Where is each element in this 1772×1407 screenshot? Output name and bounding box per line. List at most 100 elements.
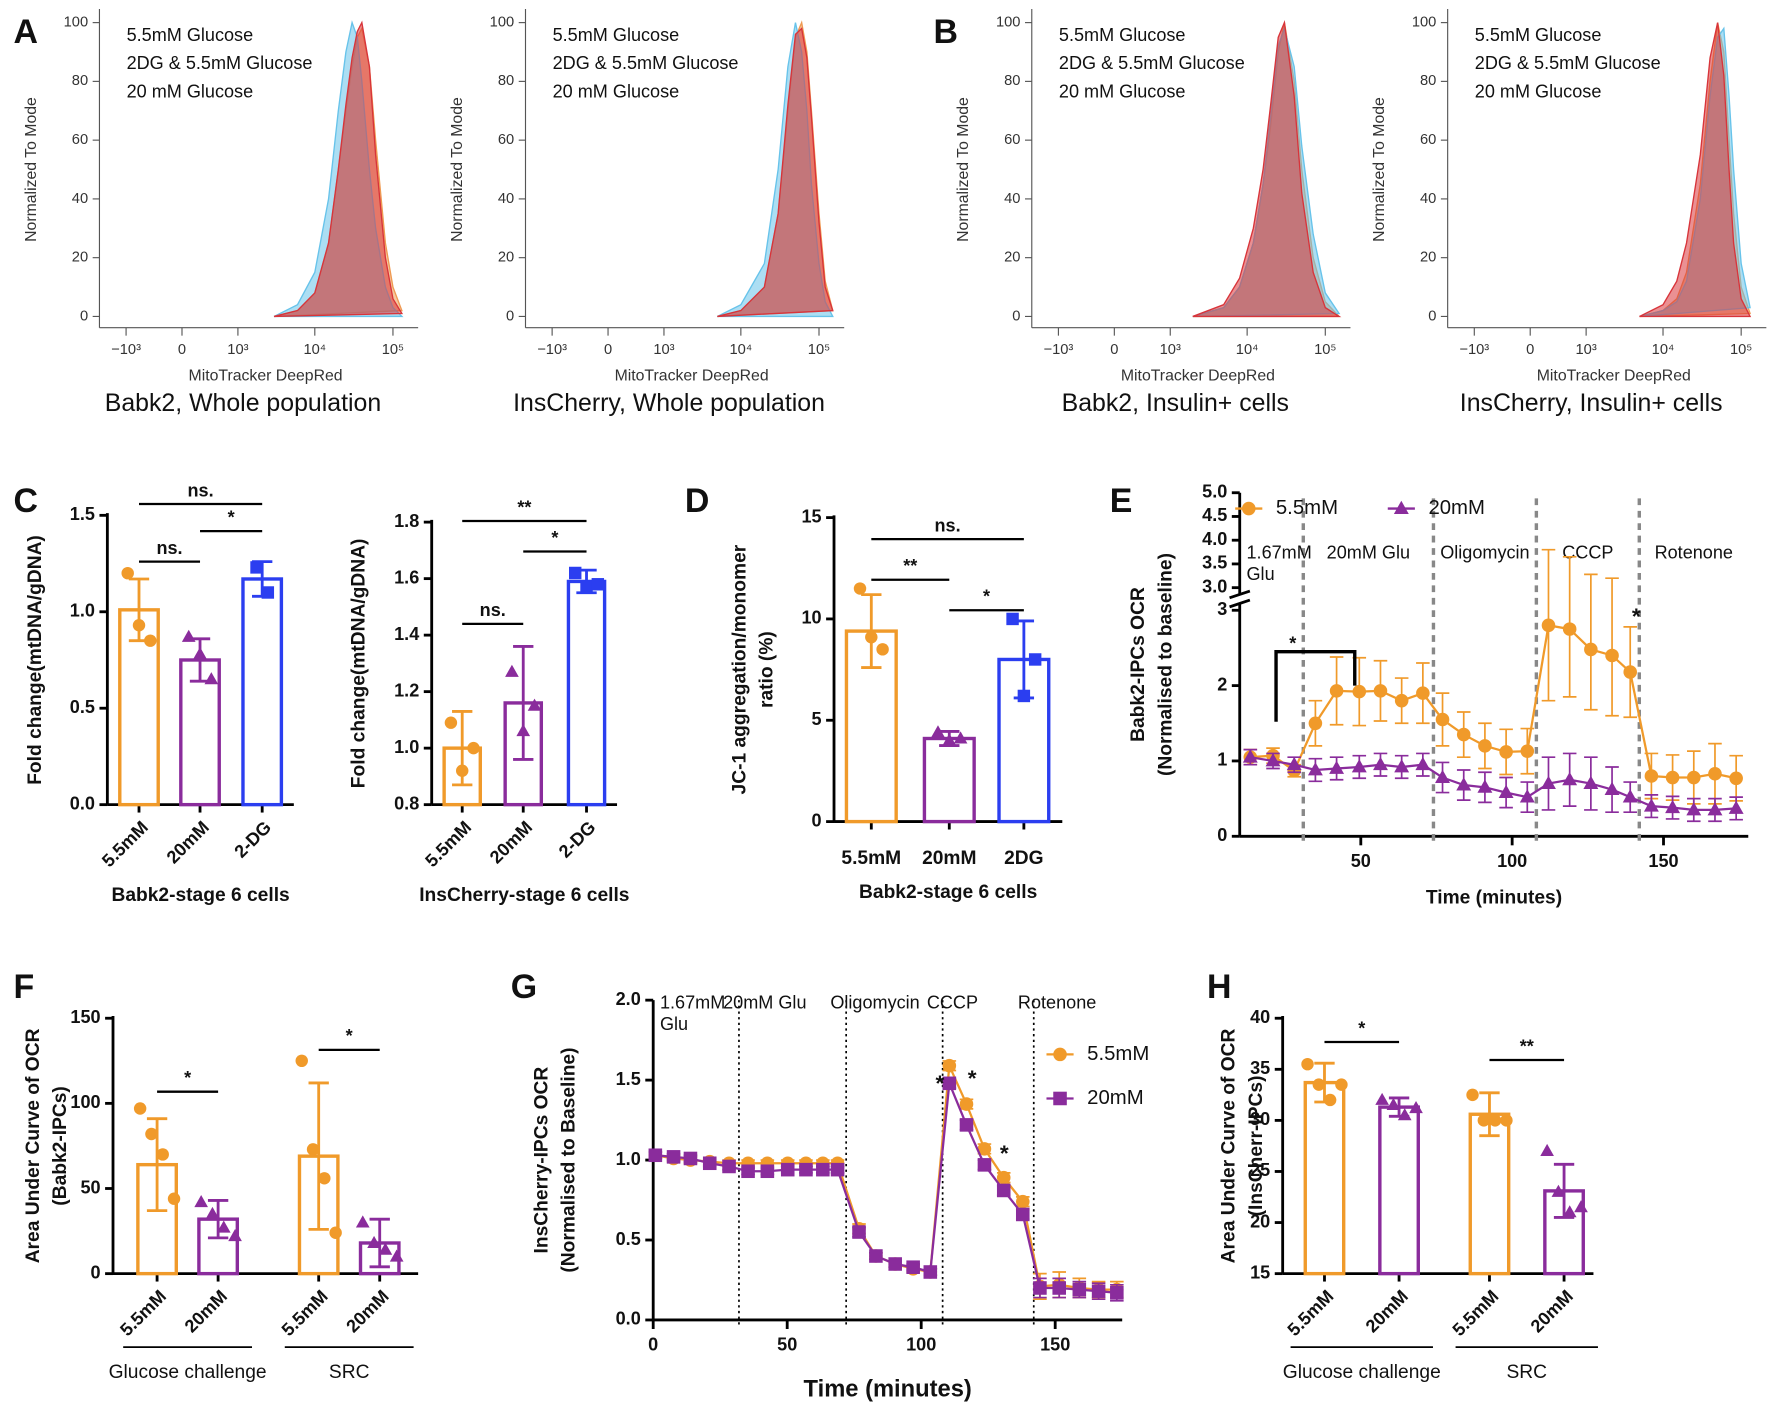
y-tick-label: 0: [1012, 308, 1020, 324]
x-tick-label: 2DG: [1004, 848, 1044, 869]
data-point: [1604, 781, 1620, 796]
data-point: [1584, 642, 1598, 657]
data-point: [853, 582, 867, 595]
legend-label: 5.5mM Glucose: [1475, 25, 1602, 45]
y-tick-label: 20: [1250, 1211, 1270, 1231]
x-tick-label: 50: [1351, 851, 1371, 871]
y-tick-label: 60: [72, 132, 88, 148]
y-axis-label: Normalized To Mode: [23, 97, 40, 242]
x-tick-label: 20mM: [1527, 1286, 1577, 1336]
data-point: [942, 1076, 957, 1091]
data-point: [1687, 770, 1701, 785]
y-tick-label: 100: [490, 14, 515, 30]
data-point: [527, 698, 542, 711]
annotation: *: [936, 1071, 945, 1096]
y-tick-label: 2: [1217, 674, 1227, 694]
x-tick-label: 5.5mM: [1284, 1286, 1338, 1340]
data-point: [389, 1249, 404, 1262]
x-tick-label: 10⁴: [1652, 342, 1675, 358]
y-tick-label: 40: [1250, 1007, 1270, 1027]
chart-title: Babk2, Whole population: [105, 389, 381, 417]
bar: [1378, 1105, 1420, 1276]
chart-title: Babk2, Insulin+ cells: [1062, 389, 1289, 417]
data-point: [516, 724, 531, 737]
bar: [241, 577, 284, 807]
significance-label: *: [228, 508, 236, 528]
y-tick-label: 100: [1412, 14, 1437, 30]
error-bar: [513, 645, 534, 761]
data-point: [977, 1142, 992, 1156]
panel-label: A: [14, 13, 38, 51]
legend-marker: [1053, 1091, 1067, 1106]
x-tick-label: 150: [1648, 851, 1678, 871]
group-label: SRC: [329, 1362, 370, 1383]
y-tick-label: 0: [506, 308, 514, 324]
data-point: [1416, 686, 1430, 700]
y-axis-label: (Babk2-IPCs): [50, 1086, 71, 1206]
x-tick-label: 0: [604, 342, 612, 358]
data-point: [1033, 1281, 1047, 1295]
legend-label: 2DG & 5.5mM Glucose: [127, 53, 313, 73]
y-tick-label: 60: [1004, 132, 1020, 148]
y-tick-label: 0: [91, 1262, 101, 1282]
x-axis-label: MitoTracker DeepRed: [1537, 368, 1691, 385]
data-point: [931, 725, 945, 738]
y-tick-label: 80: [1420, 73, 1436, 89]
significance-label: *: [184, 1068, 192, 1088]
data-point: [741, 1164, 755, 1179]
histogram-area: [273, 20, 404, 318]
y-tick-label: 80: [1004, 73, 1020, 89]
legend-label: 20 mM Glucose: [127, 81, 254, 101]
y-tick-label: 1.4: [394, 624, 419, 644]
y-tick-label: 3: [1217, 599, 1227, 619]
series-line: [1250, 624, 1737, 780]
legend-label: 2DG & 5.5mM Glucose: [1475, 53, 1661, 73]
y-tick-label: 40: [1420, 191, 1436, 207]
y-tick-label: 1.6: [394, 567, 419, 587]
data-point: [942, 733, 957, 746]
y-tick-label: 20: [72, 250, 88, 266]
legend-label: 2DG & 5.5mM Glucose: [553, 53, 739, 73]
phase-label: Glu: [1247, 564, 1275, 584]
y-tick-label: 20: [1004, 250, 1020, 266]
data-point: [591, 578, 605, 591]
error-bar: [1584, 573, 1598, 711]
x-tick-label: 5.5mM: [1449, 1286, 1503, 1340]
data-point: [1622, 789, 1638, 803]
legend-marker: [1241, 501, 1256, 516]
data-point: [1729, 771, 1743, 786]
x-axis-label: Time (minutes): [1426, 888, 1562, 909]
data-point: [156, 1148, 169, 1161]
panel-label: G: [511, 968, 537, 1006]
x-tick-label: 10⁴: [1236, 342, 1259, 358]
data-point: [1015, 1194, 1030, 1209]
significance-label: **: [1520, 1036, 1535, 1056]
phase-label: Oligomycin: [1440, 543, 1529, 563]
data-point: [1375, 1092, 1389, 1105]
x-axis-label: MitoTracker DeepRed: [1121, 368, 1275, 385]
phase-label: Rotenone: [1018, 992, 1096, 1012]
legend-label: 5.5mM: [1276, 497, 1338, 519]
group-label: Glucose challenge: [109, 1362, 267, 1383]
y-tick-label: 35: [1250, 1058, 1270, 1078]
data-point: [355, 1215, 370, 1228]
y-axis-label: (InsCherr-IPCs): [1246, 1076, 1267, 1217]
data-point: [121, 566, 134, 580]
data-point: [1498, 784, 1514, 799]
phase-label: 1.67mM: [660, 992, 725, 1012]
data-point: [1329, 760, 1345, 774]
significance-label: ns.: [935, 515, 961, 535]
x-axis-label: Babk2-stage 6 cells: [859, 882, 1037, 903]
phase-label: Oligomycin: [830, 992, 919, 1012]
y-tick-label: 1.8: [394, 511, 419, 531]
phase-label: 20mM Glu: [723, 992, 806, 1012]
y-axis-label: Babk2-IPCs OCR: [1128, 587, 1149, 742]
y-tick-label: 1.0: [394, 737, 419, 757]
data-point: [923, 1265, 938, 1279]
x-tick-label: −10³: [1044, 342, 1074, 358]
data-point: [648, 1148, 663, 1163]
bar: [1468, 1112, 1511, 1276]
y-tick-label: 0.5: [70, 697, 95, 717]
data-point: [132, 619, 146, 632]
